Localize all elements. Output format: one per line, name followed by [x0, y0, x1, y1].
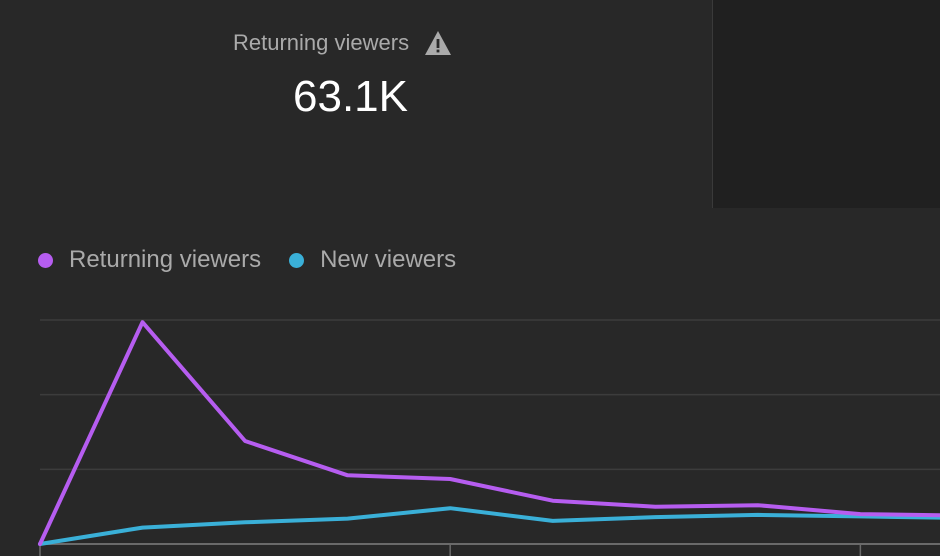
- series-line-new-viewers[interactable]: [38, 506, 940, 546]
- legend-item-new-viewers[interactable]: New viewers: [289, 244, 456, 276]
- legend-dot-returning-viewers: [38, 252, 53, 268]
- legend-label-returning-viewers: Returning viewers: [69, 246, 262, 273]
- metric-label-row: Returning viewers: [233, 28, 453, 58]
- legend-label-new-viewers: New viewers: [320, 246, 457, 273]
- warning-icon[interactable]: [423, 28, 453, 58]
- legend-dot-new-viewers: [289, 252, 305, 268]
- series-line-returning-viewers[interactable]: [38, 320, 940, 546]
- legend-item-returning-viewers[interactable]: Returning viewers: [38, 244, 261, 276]
- metric-summary: Returning viewers 63.1K: [0, 0, 712, 208]
- metric-label: Returning viewers: [233, 30, 410, 55]
- side-panel: [712, 0, 940, 208]
- chart-legend: Returning viewers New viewers: [38, 244, 456, 276]
- metric-value: 63.1K: [293, 72, 408, 121]
